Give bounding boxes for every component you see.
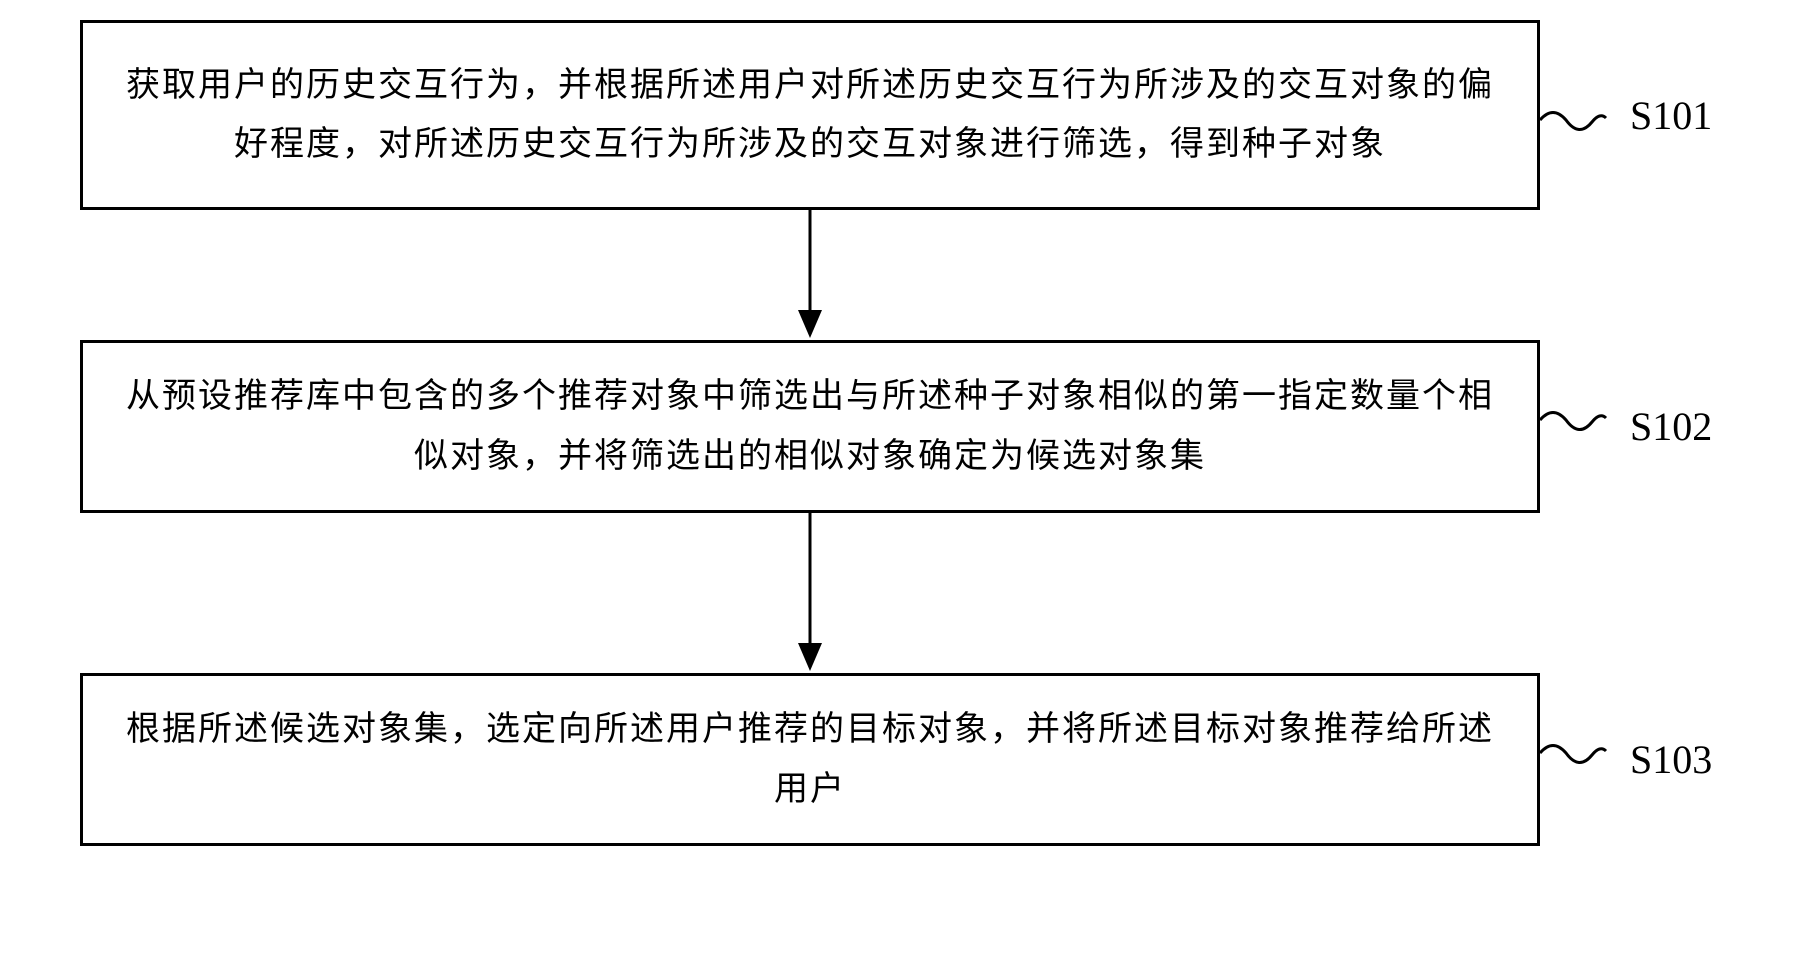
- step-text-s101: 获取用户的历史交互行为，并根据所述用户对所述历史交互行为所涉及的交互对象的偏好程…: [123, 56, 1497, 175]
- step-box-s102: 从预设推荐库中包含的多个推荐对象中筛选出与所述种子对象相似的第一指定数量个相似对…: [80, 340, 1540, 513]
- connector-squiggle-3: [1538, 733, 1608, 783]
- arrow-down-icon: [780, 513, 840, 673]
- arrow-down-icon: [780, 210, 840, 340]
- connector-squiggle-2: [1538, 400, 1608, 450]
- step-label-s103: S103: [1630, 736, 1712, 783]
- step-row-1: 获取用户的历史交互行为，并根据所述用户对所述历史交互行为所涉及的交互对象的偏好程…: [80, 20, 1720, 210]
- flowchart-container: 获取用户的历史交互行为，并根据所述用户对所述历史交互行为所涉及的交互对象的偏好程…: [80, 20, 1720, 846]
- arrow-1: [80, 210, 1540, 340]
- step-box-s101: 获取用户的历史交互行为，并根据所述用户对所述历史交互行为所涉及的交互对象的偏好程…: [80, 20, 1540, 210]
- step-row-2: 从预设推荐库中包含的多个推荐对象中筛选出与所述种子对象相似的第一指定数量个相似对…: [80, 340, 1720, 513]
- arrow-2: [80, 513, 1540, 673]
- step-text-s102: 从预设推荐库中包含的多个推荐对象中筛选出与所述种子对象相似的第一指定数量个相似对…: [123, 367, 1497, 486]
- step-label-s102: S102: [1630, 403, 1712, 450]
- step-label-s101: S101: [1630, 92, 1712, 139]
- connector-squiggle-1: [1538, 100, 1608, 150]
- step-box-s103: 根据所述候选对象集，选定向所述用户推荐的目标对象，并将所述目标对象推荐给所述用户: [80, 673, 1540, 846]
- step-row-3: 根据所述候选对象集，选定向所述用户推荐的目标对象，并将所述目标对象推荐给所述用户…: [80, 673, 1720, 846]
- step-text-s103: 根据所述候选对象集，选定向所述用户推荐的目标对象，并将所述目标对象推荐给所述用户: [123, 700, 1497, 819]
